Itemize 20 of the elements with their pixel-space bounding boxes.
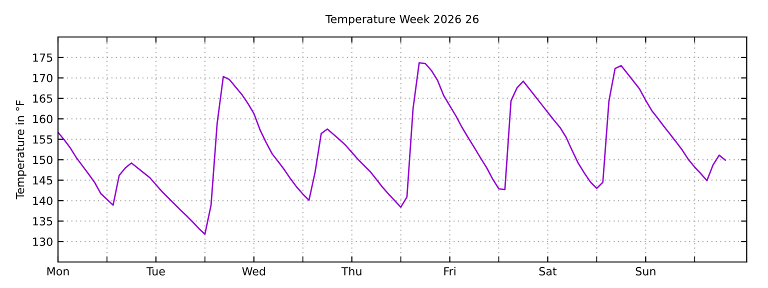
x-tick-label: Sun <box>636 267 656 276</box>
y-axis-title: Temperature in °F <box>16 100 26 200</box>
y-tick-label: 160 <box>33 114 52 124</box>
y-tick-label: 170 <box>33 74 52 82</box>
x-tick-label: Thu <box>341 266 362 276</box>
x-tick-label: Mon <box>47 267 69 276</box>
y-tick-label: 130 <box>33 238 52 246</box>
x-tick-label: Tue <box>146 267 165 276</box>
x-tick-label: Wed <box>242 266 265 276</box>
x-tick-label: Sat <box>539 267 557 276</box>
y-tick-label: 145 <box>33 176 52 185</box>
chart-title: Temperature Week 2026 26 <box>325 14 479 26</box>
y-tick-label: 135 <box>33 217 52 226</box>
y-tick-label: 155 <box>33 135 52 144</box>
y-tick-label: 175 <box>33 54 52 62</box>
y-tick-label: 140 <box>33 196 52 206</box>
y-tick-label: 165 <box>33 94 52 103</box>
y-tick-label: 150 <box>33 156 52 164</box>
x-tick-label: Fri <box>444 266 456 276</box>
line-series <box>58 62 726 235</box>
